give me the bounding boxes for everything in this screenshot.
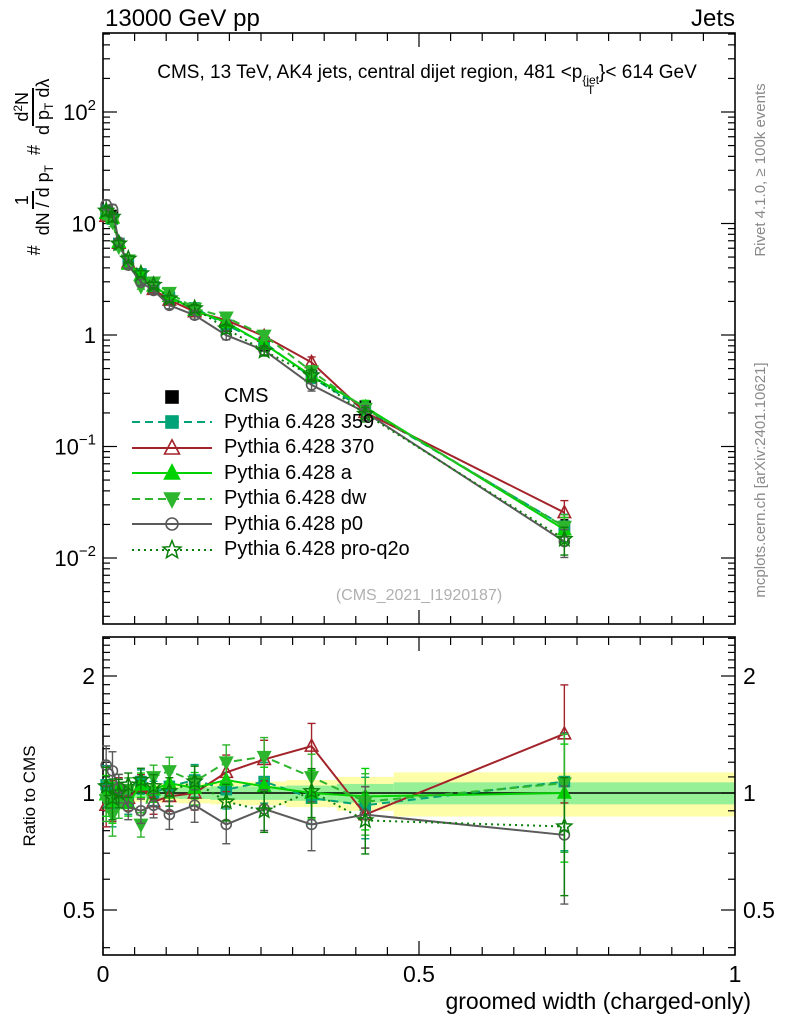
beam-energy-label: 13000 GeV pp bbox=[105, 5, 260, 32]
ratio-y-axis-label: Ratio to CMS bbox=[20, 745, 39, 847]
analysis-group-label: Jets bbox=[690, 5, 735, 32]
legend-label: CMS bbox=[224, 385, 269, 408]
legend-label: Pythia 6.428 dw bbox=[224, 487, 367, 510]
legend-label: Pythia 6.428 a bbox=[224, 461, 352, 484]
plot-title-text: CMS, 13 TeV, AK4 jets, central dijet reg… bbox=[157, 62, 583, 83]
mcplots-credit: mcplots.cern.ch [arXiv:2401.10621] bbox=[752, 362, 769, 598]
legend-item-pythia-6-428-pro-q2o: Pythia 6.428 pro-q2o bbox=[128, 537, 410, 563]
analysis-id-watermark: (CMS_2021_I1920187) bbox=[335, 587, 503, 604]
legend-marker-pythia-6-428-370 bbox=[132, 437, 212, 455]
ratio-y-tick-label-right: 2 bbox=[743, 663, 756, 689]
legend-label: Pythia 6.428 359 bbox=[224, 410, 375, 433]
hash-glyph: # bbox=[23, 144, 44, 155]
legend-item-pythia-6-428-p0: Pythia 6.428 p0 bbox=[128, 512, 410, 538]
legend-item-cms: CMS bbox=[128, 384, 410, 410]
ratio-y-tick-label: 0.5 bbox=[63, 897, 95, 923]
x-tick-label: 1 bbox=[729, 961, 742, 987]
ratio-y-tick-label: 2 bbox=[82, 663, 95, 689]
fraction-1: 1 dN / d pT bbox=[11, 165, 56, 236]
ratio-y-tick-label: 1 bbox=[82, 780, 95, 806]
legend-marker-pythia-6-428-pro-q2o bbox=[132, 538, 212, 559]
legend-item-pythia-6-428-dw: Pythia 6.428 dw bbox=[128, 486, 410, 512]
fraction-2: d2N d pT dλ bbox=[11, 78, 57, 135]
axis-ticks bbox=[102, 33, 736, 955]
main-y-axis-label: # 1 dN / d pT # d2N d pT dλ bbox=[11, 49, 57, 281]
legend-item-pythia-6-428-a: Pythia 6.428 a bbox=[128, 461, 410, 487]
series-pythia-6-428-pro-q2o bbox=[96, 200, 574, 897]
main-y-tick-label: 10 bbox=[72, 212, 96, 237]
main-y-tick-label: 10−1 bbox=[54, 432, 96, 460]
tick-labels: 102 10 1 10−1 10−2 0 0.5 1 2 2 1 1 0.5 0.5 bbox=[54, 97, 775, 987]
x-tick-label: 0 bbox=[97, 961, 110, 987]
legend-marker-pythia-6-428-a bbox=[132, 463, 212, 481]
ratio-y-tick-label-right: 0.5 bbox=[743, 897, 775, 923]
legend-label: Pythia 6.428 pro-q2o bbox=[224, 538, 410, 561]
rivet-version-credit: Rivet 4.1.0, ≥ 100k events bbox=[752, 83, 769, 257]
ratio-y-tick-label-right: 1 bbox=[743, 780, 756, 806]
x-tick-label: 0.5 bbox=[403, 961, 435, 987]
main-y-tick-label: 1 bbox=[84, 323, 96, 348]
main-y-tick-label: 10−2 bbox=[54, 543, 96, 571]
x-axis-title: groomed width (charged-only) bbox=[445, 988, 751, 1014]
legend-label: Pythia 6.428 p0 bbox=[224, 512, 363, 535]
legend-item-pythia-6-428-370: Pythia 6.428 370 bbox=[128, 435, 410, 461]
plot-title: CMS, 13 TeV, AK4 jets, central dijet reg… bbox=[103, 62, 751, 98]
main-y-tick-label: 102 bbox=[63, 97, 96, 125]
legend-marker-pythia-6-428-359 bbox=[132, 415, 212, 430]
legend-item-pythia-6-428-359: Pythia 6.428 359 bbox=[128, 410, 410, 436]
legend: CMS Pythia 6.428 359 Pythia 6.428 370 Pythi… bbox=[128, 384, 410, 563]
legend-marker-pythia-6-428-dw bbox=[132, 491, 212, 509]
hash-glyph: # bbox=[23, 245, 44, 256]
legend-label: Pythia 6.428 370 bbox=[224, 436, 375, 459]
legend-marker-pythia-6-428-p0 bbox=[132, 517, 212, 532]
pt-jet-supsub: {jet T bbox=[582, 73, 600, 98]
plot-title-text-end: }< 614 GeV bbox=[599, 62, 697, 83]
legend-marker-cms bbox=[165, 389, 179, 404]
